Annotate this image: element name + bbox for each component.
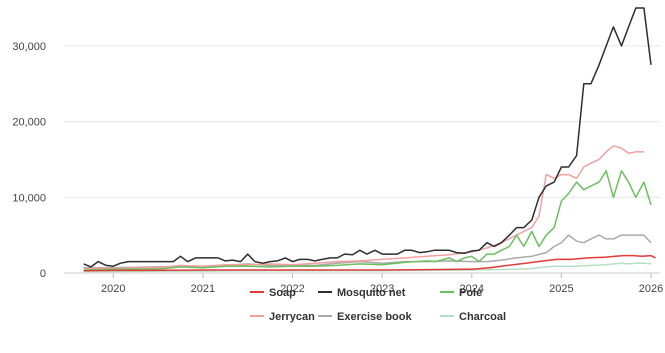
legend: Soap Mosquito net Pole Jerrycan Exercise boo… <box>250 287 506 323</box>
legend-label: Mosquito net <box>337 287 406 299</box>
x-tick-label: 2023 <box>370 283 394 295</box>
x-tick-label: 2020 <box>101 283 125 295</box>
legend-item-pole[interactable]: Pole <box>440 287 482 299</box>
series-line-jerrycan <box>83 145 644 270</box>
legend-item-charcoal[interactable]: Charcoal <box>440 311 506 323</box>
legend-item-jerrycan[interactable]: Jerrycan <box>250 311 315 323</box>
y-tick-label: 0 <box>40 268 46 280</box>
series-line-pole <box>83 170 652 271</box>
x-tick-label: 2021 <box>191 283 215 295</box>
x-axis-ticks: 2020 2021 2022 2023 2024 2025 2026 <box>101 273 663 295</box>
legend-label: Pole <box>459 287 482 299</box>
y-tick-label: 20,000 <box>12 117 46 129</box>
series-lines <box>83 7 656 273</box>
x-tick-label: 2026 <box>639 283 663 295</box>
y-axis-ticks: 0 10,000 20,000 30,000 <box>12 41 46 280</box>
x-tick-label: 2024 <box>460 283 484 295</box>
series-line-mosquito-net <box>83 7 652 268</box>
legend-item-soap[interactable]: Soap <box>250 287 296 299</box>
legend-label: Exercise book <box>337 311 412 323</box>
x-tick-label: 2025 <box>549 283 573 295</box>
grid-lines <box>64 45 660 274</box>
y-tick-label: 10,000 <box>12 192 46 204</box>
legend-label: Charcoal <box>459 311 506 323</box>
series-line-soap <box>83 254 656 272</box>
legend-item-exercise-book[interactable]: Exercise book <box>318 311 412 323</box>
x-tick-label: 2022 <box>280 283 304 295</box>
legend-label: Jerrycan <box>269 311 315 323</box>
y-tick-label: 30,000 <box>12 41 46 53</box>
series-line-exercise-book <box>83 234 652 269</box>
legend-item-mosquito-net[interactable]: Mosquito net <box>318 287 406 299</box>
legend-label: Soap <box>269 287 296 299</box>
